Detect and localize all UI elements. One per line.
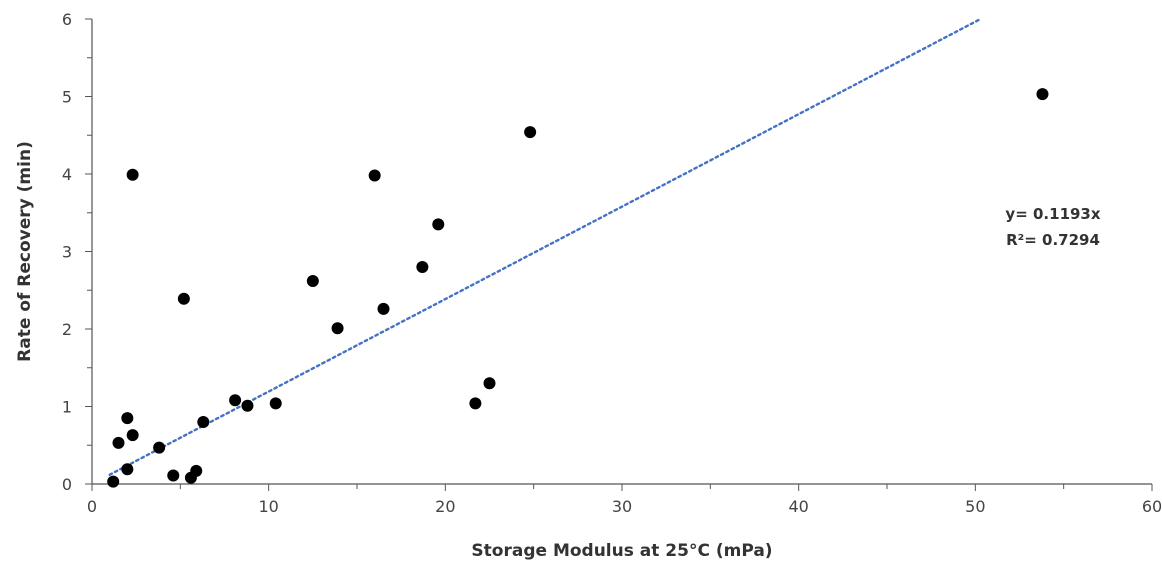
y-tick-label: 5 bbox=[62, 88, 72, 107]
data-point bbox=[306, 274, 319, 287]
data-point bbox=[153, 441, 166, 454]
x-tick-label: 60 bbox=[1142, 497, 1162, 516]
x-tick-label: 10 bbox=[258, 497, 278, 516]
data-point bbox=[331, 322, 344, 335]
data-point bbox=[432, 218, 445, 231]
data-point bbox=[126, 429, 139, 442]
data-point bbox=[483, 377, 496, 390]
data-point bbox=[167, 469, 180, 482]
data-point bbox=[107, 475, 120, 488]
data-point bbox=[368, 169, 381, 182]
axes: 0 10 20 30 40 50 60 0 1 2 3 4 5 6 bbox=[62, 10, 1162, 516]
data-point bbox=[112, 436, 125, 449]
data-point bbox=[269, 397, 282, 410]
x-tick-label: 50 bbox=[965, 497, 985, 516]
x-axis-title: Storage Modulus at 25°C (mPa) bbox=[471, 541, 772, 561]
x-tick-label: 30 bbox=[612, 497, 632, 516]
data-point bbox=[469, 397, 482, 410]
trendline-equation: y= 0.1193x bbox=[1005, 205, 1100, 223]
y-tick-label: 6 bbox=[62, 10, 72, 29]
data-point bbox=[126, 168, 139, 181]
data-point bbox=[377, 302, 390, 315]
data-point bbox=[416, 261, 429, 273]
data-point bbox=[229, 394, 242, 407]
data-point bbox=[197, 416, 210, 428]
data-point bbox=[190, 464, 203, 477]
data-point bbox=[121, 412, 134, 425]
trendline-r-squared: R²= 0.7294 bbox=[1006, 231, 1100, 249]
trendline-layer bbox=[108, 17, 982, 476]
data-point bbox=[1036, 88, 1049, 101]
data-point bbox=[121, 463, 134, 476]
data-point bbox=[241, 399, 254, 412]
data-points bbox=[107, 88, 1049, 488]
y-axis-title: Rate of Recovery (min) bbox=[15, 141, 35, 362]
y-tick-label: 0 bbox=[62, 475, 72, 494]
data-point bbox=[524, 126, 537, 139]
y-tick-label: 3 bbox=[62, 243, 72, 262]
x-tick-label: 20 bbox=[435, 497, 455, 516]
x-tick-label: 0 bbox=[87, 497, 97, 516]
x-tick-label: 40 bbox=[788, 497, 808, 516]
y-tick-label: 2 bbox=[62, 320, 72, 339]
y-tick-label: 4 bbox=[62, 165, 72, 184]
trendline bbox=[108, 17, 982, 476]
y-tick-label: 1 bbox=[62, 398, 72, 417]
data-point bbox=[177, 292, 190, 305]
